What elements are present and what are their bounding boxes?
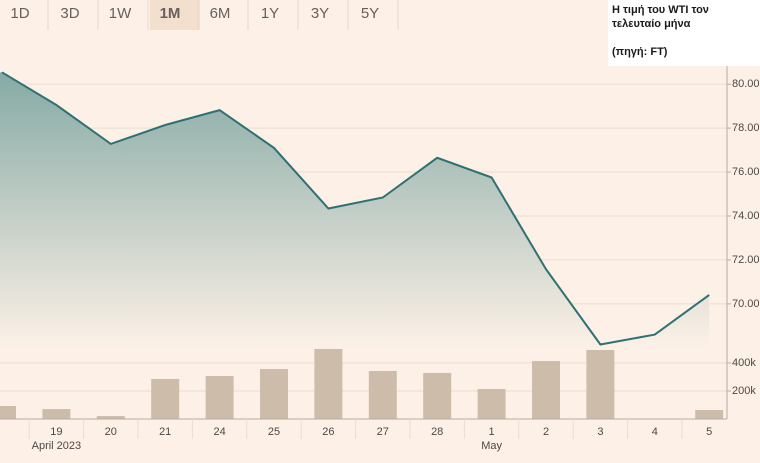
y-tick-label: 78.00 — [732, 122, 760, 134]
x-tick-label: 20 — [105, 426, 117, 438]
range-button[interactable]: 3D — [60, 5, 79, 22]
range-button[interactable]: 1W — [109, 5, 132, 22]
y-tick-label: 76.00 — [732, 166, 760, 178]
x-tick-label: 3 — [597, 426, 603, 438]
month-label: April 2023 — [32, 440, 82, 452]
volume-bar — [695, 410, 724, 419]
y2-tick-label: 200k — [732, 385, 756, 397]
volume-bar — [205, 376, 234, 419]
annotation-source: (πηγή: FT) — [612, 46, 668, 58]
x-tick-label: 21 — [159, 426, 171, 438]
price-line — [1, 71, 710, 346]
volume-bar — [260, 369, 288, 419]
y2-tick-label: 400k — [732, 357, 756, 369]
volume-bar — [151, 378, 180, 419]
range-button[interactable]: 5Y — [361, 5, 379, 22]
range-button[interactable]: 1M — [160, 5, 181, 22]
x-tick-label: 28 — [431, 426, 443, 438]
x-tick-label: 24 — [213, 426, 225, 438]
annotation-title: Η τιμή του WTI τον τελευταίο μήνα — [612, 4, 709, 30]
volume-bar — [368, 370, 397, 419]
x-tick-label: 1 — [489, 426, 495, 438]
volume-bar — [586, 349, 615, 419]
price-area — [0, 72, 710, 350]
volume-bar — [0, 405, 16, 419]
y-tick-label: 72.00 — [732, 254, 760, 266]
button-selected[interactable] — [150, 0, 200, 30]
volume-bar — [477, 389, 506, 419]
range-button[interactable]: 1D — [10, 5, 29, 22]
y-tick-label: 80.00 — [732, 78, 760, 90]
volume-bar — [314, 349, 343, 419]
volume-bar — [532, 361, 560, 419]
range-button[interactable]: 3Y — [311, 5, 329, 22]
x-tick-label: 26 — [322, 426, 334, 438]
range-button[interactable]: 6M — [210, 5, 231, 22]
volume-bar — [423, 372, 452, 419]
volume-bar — [42, 409, 71, 419]
x-tick-label: 27 — [377, 426, 389, 438]
x-tick-label: 25 — [268, 426, 280, 438]
volume-bar — [96, 416, 125, 419]
month-label: May — [481, 440, 502, 452]
x-tick-label: 2 — [543, 426, 549, 438]
x-tick-label: 4 — [652, 426, 658, 438]
range-button[interactable]: 1Y — [261, 5, 279, 22]
x-tick-label: 5 — [706, 426, 712, 438]
annotation: Η τιμή του WTI τον τελευταίο μήνα (πηγή:… — [608, 0, 760, 66]
y-tick-label: 74.00 — [732, 210, 760, 222]
x-tick-label: 19 — [50, 426, 62, 438]
y-tick-label: 70.00 — [732, 298, 760, 310]
